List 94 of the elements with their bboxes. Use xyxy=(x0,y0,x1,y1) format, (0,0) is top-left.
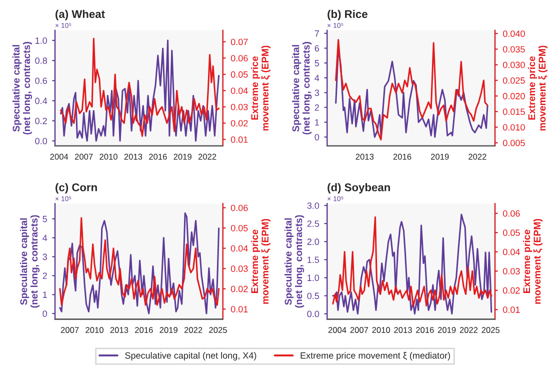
y2-tick-label: 0.040 xyxy=(502,30,525,37)
y-tick-label: 0.0 xyxy=(307,310,320,318)
y-tick-label: 1 xyxy=(43,292,47,298)
y2-axis-title: Extreme price movement ξ (EPM) xyxy=(250,46,270,130)
x-tick-label: 2022 xyxy=(184,327,202,333)
y2-tick-label: 0.02 xyxy=(230,286,248,292)
y2-tick-label: 0.03 xyxy=(502,268,520,274)
x-tick-label: 2019 xyxy=(431,154,449,160)
x-tick-label: 2007 xyxy=(60,327,79,333)
y2-tick-label: 0.025 xyxy=(502,77,525,84)
y2-tick-label: 0.05 xyxy=(230,224,248,232)
y2-tick-label: 0.03 xyxy=(230,104,248,110)
y2-tick-label: 0.01 xyxy=(230,136,248,143)
y-axis-title: Speculative capital (net long, contracts) xyxy=(20,215,40,308)
x-tick-label: 2007 xyxy=(350,327,368,333)
x-tick-label: 2013 xyxy=(394,327,412,333)
x-tick-label: 2004 xyxy=(50,154,68,160)
y2-tick-label: 0.01 xyxy=(230,306,248,312)
y-tick-label: 0.4 xyxy=(35,98,48,104)
y2-tick-label: 0.06 xyxy=(230,55,248,62)
y2-axis-title: Extreme price movement ξ (EPM) xyxy=(528,46,548,130)
x-tick-label: 2010 xyxy=(86,327,104,333)
y-tick-label: 6 xyxy=(314,45,320,52)
x-tick-label: 2022 xyxy=(468,154,486,160)
y-tick-label: 0.8 xyxy=(35,58,47,64)
x-tick-label: 2025 xyxy=(482,327,500,333)
y2-tick-label: 0.06 xyxy=(230,204,248,212)
y-tick-label: 3.0 xyxy=(307,202,320,209)
y-tick-label: 1 xyxy=(315,119,319,126)
x-tick-label: 2016 xyxy=(416,327,434,333)
y-tick-label: 7 xyxy=(314,30,319,37)
y2-tick-label: 0.05 xyxy=(502,230,520,236)
y-tick-label: 4 xyxy=(42,234,48,242)
y-tick-label: 0.6 xyxy=(35,78,47,84)
x-tick-label: 2007 xyxy=(74,154,93,160)
y2-tick-label: 0.035 xyxy=(502,46,525,52)
y2-axis-title: Extreme price movement ξ (EPM) xyxy=(522,218,543,304)
y2-tick-label: 0.010 xyxy=(502,124,525,131)
x-tick-label: 2010 xyxy=(100,154,118,160)
y2-tick-label: 0.005 xyxy=(502,140,525,146)
x-tick-label: 2013 xyxy=(124,154,142,160)
y-tick-label: 1.0 xyxy=(308,274,320,282)
y-axis-title: Speculative capital (net long, contracts) xyxy=(284,215,304,308)
y-tick-label: 2 xyxy=(314,104,319,111)
x-tick-label: 2016 xyxy=(393,154,412,160)
y-tick-label: 5 xyxy=(42,216,47,222)
y-tick-label: 2.0 xyxy=(307,238,320,245)
chart-title: (b) Rice xyxy=(328,10,368,20)
y2-tick-label: 0.04 xyxy=(502,248,520,256)
y-tick-label: 1.0 xyxy=(36,37,48,44)
y2-tick-label: 0.07 xyxy=(230,38,248,46)
y2-tick-label: 0.02 xyxy=(230,120,248,126)
y-tick-label: 0 xyxy=(42,310,48,317)
y2-tick-label: 0.04 xyxy=(230,88,248,94)
chart-title: (a) Wheat xyxy=(56,10,105,20)
y-tick-label: 3 xyxy=(42,254,47,260)
x-tick-label: 2013 xyxy=(356,154,374,160)
y-tick-label: 4 xyxy=(314,74,320,82)
chart-title: (c) Corn xyxy=(56,183,97,194)
y2-tick-label: 0.04 xyxy=(230,245,248,252)
y2-tick-label: 0.06 xyxy=(502,210,520,217)
chart-title: (d) Soybean xyxy=(328,183,390,194)
y-tick-label: 2.5 xyxy=(307,220,320,227)
x-tick-label: 2016 xyxy=(149,154,167,160)
x-tick-label: 2019 xyxy=(160,327,178,333)
y-axis-title: Speculative capital (net long, contracts) xyxy=(292,42,312,134)
x-tick-label: 2019 xyxy=(174,154,192,160)
y-tick-label: 2 xyxy=(42,272,47,279)
y-tick-label: 0 xyxy=(314,134,320,140)
y2-tick-label: 0.020 xyxy=(502,92,525,100)
x-tick-label: 2016 xyxy=(135,327,153,333)
y2-tick-label: 0.030 xyxy=(502,62,525,68)
y2-tick-label: 0.01 xyxy=(502,306,520,313)
y-tick-label: 5 xyxy=(314,60,320,66)
y-tick-label: 0.2 xyxy=(35,118,47,124)
y-tick-label: 0.0 xyxy=(35,138,48,144)
y2-tick-label: 0.015 xyxy=(502,108,525,115)
x-tick-label: 2010 xyxy=(372,327,390,333)
x-tick-label: 2025 xyxy=(209,327,227,333)
legend-label: Extreme price movement ξ (mediator) xyxy=(300,352,450,360)
y2-tick-label: 0.05 xyxy=(230,71,248,78)
y-tick-label: 3 xyxy=(314,90,320,96)
legend-label: Speculative capital (net long, X4) xyxy=(125,352,256,360)
y2-tick-label: 0.02 xyxy=(502,287,520,294)
y-tick-label: 1.5 xyxy=(308,256,320,263)
x-tick-label: 2019 xyxy=(438,327,456,333)
x-tick-label: 2022 xyxy=(460,327,478,333)
y-axis-title: Speculative capital (net long, contracts) xyxy=(12,42,32,134)
x-tick-label: 2022 xyxy=(198,154,216,160)
y2-tick-label: 0.03 xyxy=(230,266,248,272)
x-tick-label: 2004 xyxy=(328,327,346,333)
x-tick-label: 2013 xyxy=(110,327,128,333)
y-tick-label: 0.5 xyxy=(307,292,320,300)
y2-axis-title: Extreme price movement ξ (EPM) xyxy=(250,218,270,304)
